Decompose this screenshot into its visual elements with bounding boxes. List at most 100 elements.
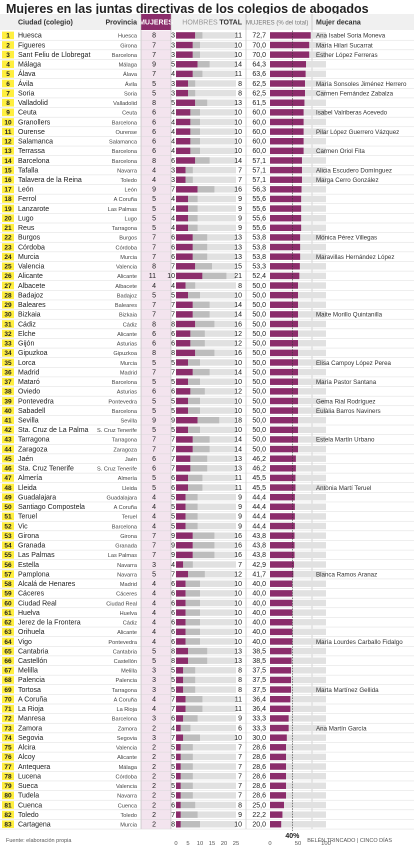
pct-value: 40,0: [252, 591, 266, 598]
header-dean: Mujer decana: [316, 20, 361, 27]
city-name: Bizkaia: [18, 312, 41, 319]
women-count: 2: [152, 764, 156, 771]
pct-value: 33,3: [252, 716, 266, 723]
rank-number: 57: [4, 571, 12, 578]
women-count: 8: [152, 350, 156, 357]
rank-badge: [2, 127, 14, 136]
city-name: Ciudad Real: [18, 600, 57, 607]
women-bar: [176, 580, 186, 587]
women-count: 4: [152, 494, 156, 501]
count-bar-track: [176, 32, 236, 39]
women-bar: [176, 744, 181, 751]
women-count: 4: [152, 514, 156, 521]
men-bar: [180, 821, 200, 828]
city-name: Elche: [18, 331, 36, 338]
women-bar: [176, 715, 184, 722]
men-bar: [192, 243, 208, 251]
women-bar: [176, 320, 196, 328]
total-count: 13: [234, 658, 242, 665]
women-count: 5: [152, 427, 156, 434]
rank-badge: [2, 185, 14, 194]
women-count: 4: [152, 610, 156, 617]
pct-value: 50,0: [252, 341, 266, 348]
province-name: Girona: [120, 43, 138, 49]
men-count: 5: [171, 764, 175, 771]
women-count: 6: [152, 466, 156, 473]
women-count: 5: [152, 196, 156, 203]
city-name: Cádiz: [18, 321, 36, 328]
source-note: Fuente: elaboración propia: [6, 838, 72, 844]
pct-bar: [270, 445, 298, 453]
province-name: Tarragona: [112, 226, 138, 232]
men-bar: [183, 561, 193, 568]
city-name: Ceuta: [18, 110, 37, 117]
total-count: 7: [238, 562, 242, 569]
total-count: 10: [234, 735, 242, 742]
women-bar: [176, 734, 184, 741]
pct-value: 40,0: [252, 610, 266, 617]
pct-bar: [270, 195, 302, 203]
rank-badge: [2, 685, 14, 694]
rank-number: 41: [4, 418, 12, 425]
dean-name: Eulàlia Barros Naviners: [316, 408, 381, 415]
province-name: Madrid: [120, 582, 137, 588]
province-name: Navarra: [117, 563, 138, 569]
pct-value: 72,7: [252, 33, 266, 40]
women-column-bg: [141, 30, 171, 830]
city-name: Tortosa: [18, 687, 41, 694]
men-count: 4: [171, 148, 175, 155]
pct-bar-track: [270, 513, 326, 520]
total-count: 13: [234, 648, 242, 655]
pct-bar-track: [270, 619, 326, 626]
pct-bar: [270, 590, 293, 597]
pct-value: 45,5: [252, 485, 266, 492]
men-bar: [188, 359, 200, 366]
province-name: Valencia: [116, 746, 138, 752]
women-count: 8: [152, 100, 156, 107]
city-name: Antequera: [18, 764, 50, 771]
city-name: Barcelona: [18, 158, 50, 165]
total-count: 11: [235, 485, 242, 492]
women-count: 5: [152, 475, 156, 482]
women-count: 7: [152, 235, 156, 242]
women-count: 2: [152, 793, 156, 800]
women-count: 7: [152, 254, 156, 261]
city-name: Granada: [18, 543, 45, 550]
pct-bar: [270, 359, 298, 366]
pct-bar: [270, 70, 306, 78]
pct-bar: [270, 340, 298, 347]
pct-bar: [270, 609, 293, 616]
men-count: 7: [171, 456, 175, 463]
women-count: 5: [152, 215, 156, 222]
province-name: Alicante: [117, 755, 137, 761]
rank-badge: [2, 272, 14, 280]
rank-number: 14: [4, 158, 12, 165]
city-name: Málaga: [18, 62, 41, 69]
total-count: 16: [234, 552, 242, 559]
pct-bar: [270, 753, 287, 761]
total-count: 10: [234, 408, 242, 415]
rank-number: 56: [4, 562, 12, 569]
pct-value: 52,4: [252, 273, 266, 280]
men-count: 5: [171, 773, 175, 780]
women-bar: [176, 561, 184, 568]
women-bar: [176, 436, 193, 443]
rank-badge: [2, 647, 14, 655]
rank-badge: [2, 243, 14, 251]
total-count: 10: [234, 822, 242, 829]
pct-value: 44,4: [252, 523, 266, 530]
pct-bar: [270, 561, 295, 568]
rank-badge: [2, 772, 14, 780]
pct-bar-track: [270, 724, 326, 732]
count-bar-track: [176, 590, 236, 597]
city-name: Córdoba: [18, 244, 45, 251]
rank-badge: [2, 512, 14, 521]
men-count: 5: [171, 427, 175, 434]
men-bar: [195, 349, 215, 357]
men-bar: [192, 436, 210, 443]
total-count: 16: [234, 350, 242, 357]
header-men: HOMBRES: [182, 20, 218, 27]
city-name: Ávila: [18, 79, 33, 88]
pct-bar: [270, 657, 292, 664]
men-bar: [188, 195, 198, 203]
